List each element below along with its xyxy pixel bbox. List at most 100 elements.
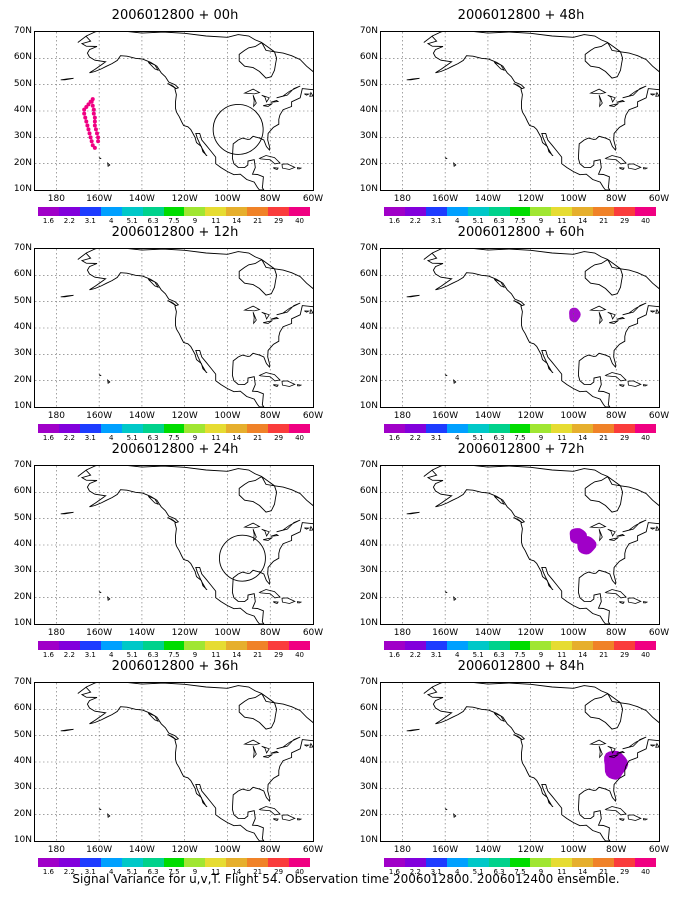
lon-tick-label: 120W [171,628,198,638]
island-outline [309,308,313,314]
island-outline [258,806,281,816]
signal-variance-area [569,307,581,323]
colorbar-label: 21 [599,868,609,876]
lon-tick-label: 160W [432,194,459,204]
coastline [77,32,313,190]
great-lakes-outline [609,537,619,541]
lon-tick-label: 60W [648,845,670,855]
colorbar [38,641,310,650]
island-outline [513,83,523,89]
island-outline [650,527,657,530]
island-outline [273,384,279,387]
colorbar-swatch [404,641,426,650]
island-outline [406,511,420,515]
colorbar-swatch [635,641,656,650]
great-lakes-outline [263,537,273,541]
figure-caption: Signal Variance for u,v,T. Flight 54. Ob… [72,872,620,886]
lon-tick-label: 140W [128,628,155,638]
lat-tick-label: 40N [359,322,378,332]
lat-tick-label: 50N [13,78,32,89]
colorbar-swatch [247,424,269,433]
island-outline [655,525,659,531]
great-lakes-outline [589,88,607,95]
colorbar-label: 29 [274,868,284,876]
island-outline [650,93,657,96]
great-lakes-outline [263,103,273,107]
colorbar-swatch [446,424,468,433]
colorbar-swatch [58,424,80,433]
colorbar-swatch [38,858,59,867]
great-lakes-outline [589,739,607,746]
colorbar-label: 9 [192,434,198,442]
island-outline [627,163,642,170]
great-lakes-outline [616,100,626,103]
colorbar-label: 21 [599,651,609,659]
lat-tick-label: 30N [359,348,378,359]
lon-tick-label: 120W [171,411,198,421]
observation-point [84,119,89,124]
colorbar-label: 2.2 [409,651,421,659]
verification-region-circle [218,534,266,582]
colorbar-swatch [163,424,185,433]
great-lakes-outline [607,528,616,537]
colorbar-label: 6.3 [147,434,159,442]
lat-tick-label: 50N [359,512,378,523]
observation-point [82,111,87,116]
colorbar-label: 7.5 [514,217,526,225]
great-lakes-outline [263,320,273,324]
island-outline [444,591,448,594]
island-outline [273,818,279,821]
colorbar-swatch [572,207,594,216]
colorbar-swatch [384,641,405,650]
colorbar-label: 2.2 [409,868,421,876]
map-panel: 2006012800 + 12h 70N 60N 50N 40N 30N 20N 10N 180… [10,225,340,442]
colorbar-label: 6.3 [493,434,505,442]
island-outline [655,742,659,748]
colorbar-label: 40 [295,434,304,442]
great-lakes-outline [243,305,261,312]
colorbar-label: 9 [192,868,198,876]
lat-tick-label: 70N [13,243,32,253]
colorbar-swatch [268,424,290,433]
map-canvas [381,32,659,190]
map-panel: 2006012800 + 00h 70N 60N 50N 40N 30N 20N 10N 180… [10,8,340,225]
coastline [423,466,659,624]
colorbar-label: 1.6 [388,651,401,659]
colorbar-swatch [226,858,248,867]
great-lakes-outline [270,317,280,320]
colorbar-swatch [425,641,447,650]
lon-tick-label: 80W [606,411,627,421]
colorbar-label: 14 [232,217,242,225]
island-outline [304,93,311,96]
colorbar-swatch [593,207,615,216]
colorbar-swatch [488,858,510,867]
colorbar-label: 3.1 [84,868,96,876]
coastline [423,683,659,841]
colorbar-swatch [205,424,227,433]
map-panel: 2006012800 + 24h 70N 60N 50N 40N 30N 20N 10N 180… [10,442,340,659]
lon-tick-label: 100W [214,194,241,204]
map-canvas [35,32,313,190]
lon-tick-label: 60W [648,194,670,204]
lat-tick-label: 50N [13,512,32,523]
island-outline [494,61,505,72]
map-canvas [381,249,659,407]
colorbar-label: 7.5 [514,434,526,442]
colorbar-swatch [79,424,101,433]
colorbar [384,424,656,433]
lat-tick-label: 40N [13,322,32,332]
colorbar-swatch [572,424,594,433]
colorbar-label: 40 [641,651,650,659]
colorbar-swatch [509,858,531,867]
signal-variance-area [604,750,629,780]
lon-tick-label: 140W [128,845,155,855]
colorbar-label: 2.2 [63,651,75,659]
colorbar-swatch [593,424,615,433]
lon-tick-label: 180 [47,628,65,638]
lon-tick-label: 140W [474,845,501,855]
lat-tick-label: 60N [359,486,378,497]
colorbar-label: 4 [454,217,460,225]
colorbar-swatch [425,207,447,216]
colorbar-label: 3.1 [430,651,442,659]
island-outline [453,596,457,602]
